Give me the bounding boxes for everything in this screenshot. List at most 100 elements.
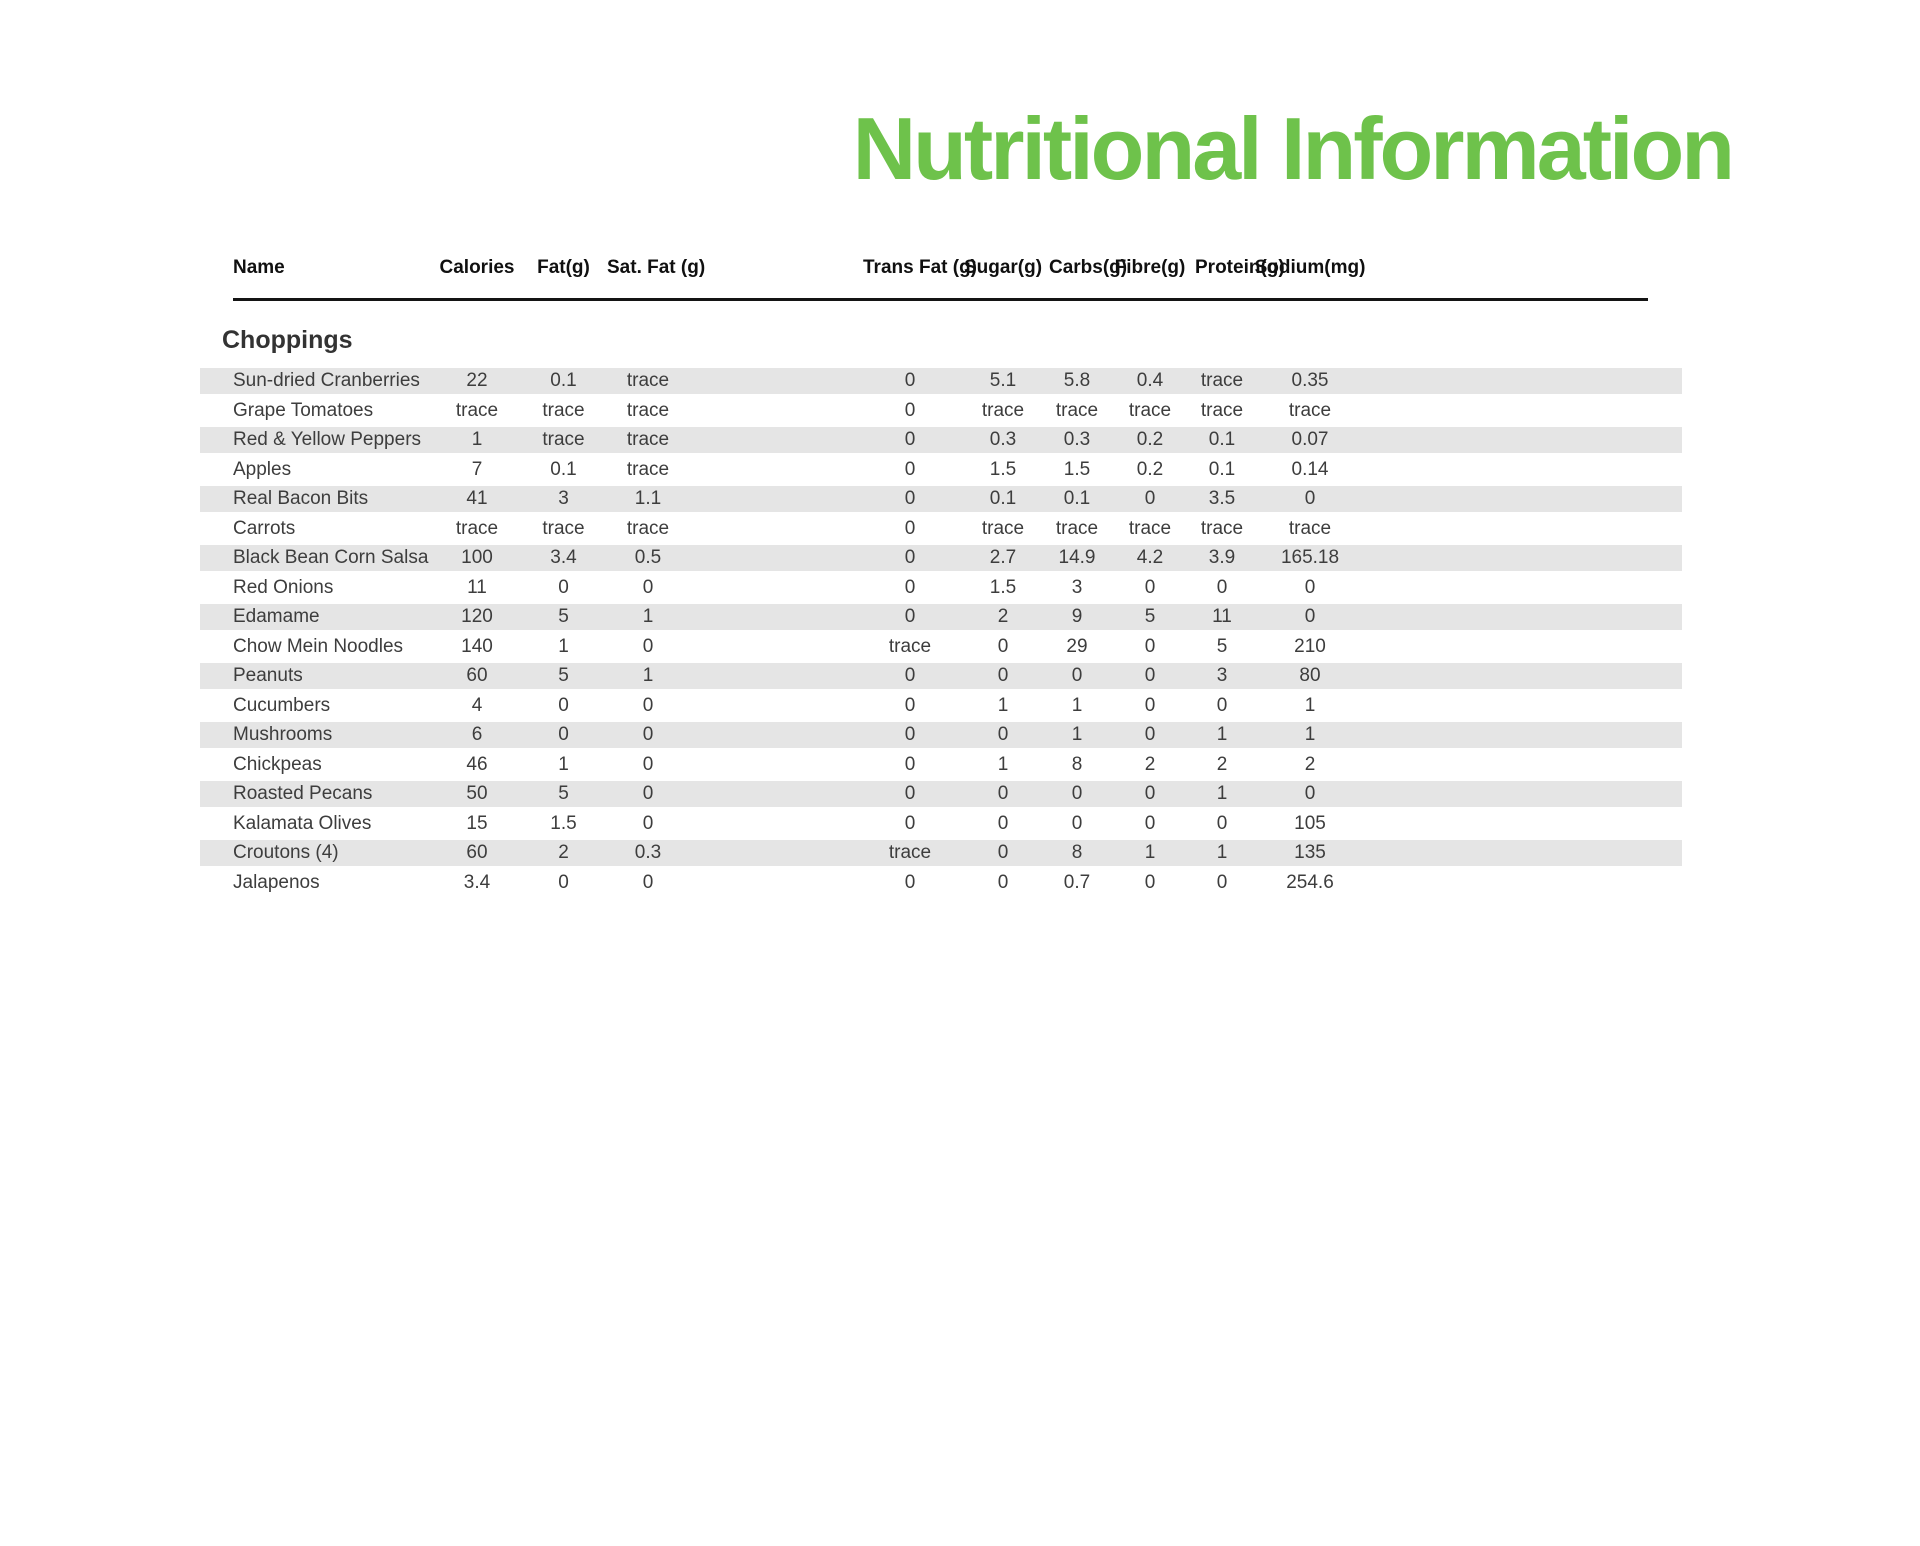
cell-sat-fat: trace — [626, 429, 670, 450]
cell-trans-fat: 0 — [904, 517, 916, 539]
cell-name: Apples — [233, 458, 292, 480]
cell-protein: 0 — [1216, 694, 1228, 716]
cell-trans-fat: 0 — [904, 429, 916, 450]
cell-protein: 0 — [1216, 812, 1228, 834]
cell-calories: trace — [455, 517, 499, 539]
cell-sat-fat: 0 — [642, 635, 654, 657]
cell-calories: 22 — [466, 370, 488, 391]
cell-sat-fat: 0 — [642, 576, 654, 598]
cell-name: Red & Yellow Peppers — [233, 429, 422, 450]
cell-name: Chickpeas — [233, 753, 322, 775]
cell-name: Real Bacon Bits — [233, 488, 369, 509]
cell-sodium: 0 — [1304, 783, 1316, 804]
cell-fat: trace — [542, 429, 585, 450]
table-row: Cucumbers 4 0 0 0 1 1 0 0 1 — [200, 693, 1682, 719]
cell-fat: 1.5 — [550, 812, 577, 834]
cell-sugar: 0 — [997, 665, 1009, 686]
cell-sat-fat: 0.5 — [634, 547, 662, 568]
table-row: Grape Tomatoes trace trace trace 0 trace trace… — [200, 398, 1682, 424]
cell-fibre: 0 — [1144, 694, 1156, 716]
cell-fibre: 0 — [1144, 488, 1156, 509]
cell-carbs: 0 — [1071, 783, 1083, 804]
cell-name: Black Bean Corn Salsa — [233, 547, 429, 568]
cell-protein: 0.1 — [1208, 458, 1236, 480]
cell-sat-fat: trace — [626, 399, 670, 421]
cell-sodium: 1 — [1304, 694, 1316, 716]
cell-fibre: 0.2 — [1136, 429, 1164, 450]
cell-calories: trace — [455, 399, 499, 421]
cell-name: Peanuts — [233, 665, 303, 686]
cell-trans-fat: 0 — [904, 458, 916, 480]
table-row: Chow Mein Noodles 140 1 0 trace 0 29 0 5 210 — [200, 634, 1682, 660]
cell-name: Carrots — [233, 517, 296, 539]
cell-carbs: 3 — [1071, 576, 1083, 598]
cell-fibre: 2 — [1144, 753, 1156, 775]
column-header-sodium: Sodium(mg) — [1254, 257, 1366, 278]
cell-protein: 3.5 — [1208, 488, 1236, 509]
cell-carbs: 1.5 — [1063, 458, 1091, 480]
cell-calories: 41 — [466, 488, 488, 509]
cell-sugar: 0.3 — [989, 429, 1017, 450]
table-row: Chickpeas 46 1 0 0 1 8 2 2 2 — [200, 752, 1682, 778]
table-row: Jalapenos 3.4 0 0 0 0 0.7 0 0 254.6 — [200, 870, 1682, 896]
table-body: Sun-dried Cranberries 22 0.1 trace 0 5.1 5.8 0.… — [200, 368, 1682, 899]
cell-carbs: 29 — [1066, 635, 1088, 657]
cell-sugar: 1 — [997, 694, 1009, 716]
cell-sugar: 1.5 — [989, 576, 1017, 598]
cell-sugar: 1.5 — [989, 458, 1017, 480]
cell-calories: 140 — [461, 635, 493, 657]
cell-sat-fat: 0 — [642, 753, 654, 775]
cell-trans-fat: 0 — [904, 547, 916, 568]
cell-protein: 3.9 — [1208, 547, 1236, 568]
cell-trans-fat: 0 — [904, 694, 916, 716]
cell-carbs: 1 — [1071, 694, 1083, 716]
table-row: Mushrooms 6 0 0 0 0 1 0 1 1 — [200, 722, 1682, 748]
table-header-row: Name Calories Fat(g) Sat. Fat (g) Trans Fat … — [200, 252, 1682, 284]
cell-calories: 7 — [471, 458, 483, 480]
cell-carbs: 0 — [1071, 812, 1083, 834]
cell-name: Grape Tomatoes — [233, 399, 374, 421]
cell-trans-fat: 0 — [904, 724, 916, 745]
cell-fibre: 0 — [1144, 665, 1156, 686]
cell-sat-fat: 0 — [642, 783, 654, 804]
cell-protein: 1 — [1216, 724, 1228, 745]
cell-calories: 6 — [471, 724, 483, 745]
cell-sugar: 2.7 — [989, 547, 1017, 568]
cell-sodium: 2 — [1304, 753, 1316, 775]
cell-sat-fat: 0 — [642, 812, 654, 834]
cell-protein: 11 — [1212, 606, 1232, 627]
cell-protein: trace — [1200, 370, 1244, 391]
cell-sat-fat: trace — [626, 458, 670, 480]
cell-trans-fat: trace — [888, 635, 932, 657]
cell-name: Chow Mein Noodles — [233, 635, 404, 657]
section-title: Choppings — [222, 326, 353, 354]
cell-trans-fat: 0 — [904, 812, 916, 834]
cell-trans-fat: 0 — [904, 606, 916, 627]
cell-protein: 0.1 — [1208, 429, 1236, 450]
column-header-fibre: Fibre(g) — [1114, 257, 1186, 278]
cell-carbs: 0.1 — [1063, 488, 1091, 509]
table-row: Kalamata Olives 15 1.5 0 0 0 0 0 0 105 — [200, 811, 1682, 837]
cell-sat-fat: 0 — [642, 871, 654, 893]
cell-sodium: 0.07 — [1291, 429, 1329, 450]
cell-name: Roasted Pecans — [233, 783, 373, 804]
cell-calories: 120 — [461, 606, 493, 627]
cell-carbs: 14.9 — [1058, 547, 1096, 568]
column-header-fat: Fat(g) — [537, 257, 590, 278]
cell-fat: 1 — [558, 635, 569, 657]
column-header-protein: Protein(g) — [1195, 257, 1285, 278]
table-row: Sun-dried Cranberries 22 0.1 trace 0 5.1 5.8 0.… — [200, 368, 1682, 394]
cell-carbs: 8 — [1071, 842, 1083, 863]
cell-trans-fat: 0 — [904, 488, 916, 509]
header-divider — [233, 298, 1648, 301]
cell-fat: 0 — [558, 871, 569, 893]
cell-sodium: 0 — [1304, 606, 1316, 627]
cell-calories: 60 — [466, 665, 488, 686]
cell-fat: 2 — [558, 842, 569, 863]
cell-sat-fat: trace — [626, 370, 670, 391]
cell-trans-fat: 0 — [904, 753, 916, 775]
cell-fibre: 0 — [1144, 635, 1156, 657]
cell-sat-fat: 0.3 — [634, 842, 662, 863]
cell-calories: 1 — [471, 429, 483, 450]
cell-trans-fat: trace — [888, 842, 932, 863]
